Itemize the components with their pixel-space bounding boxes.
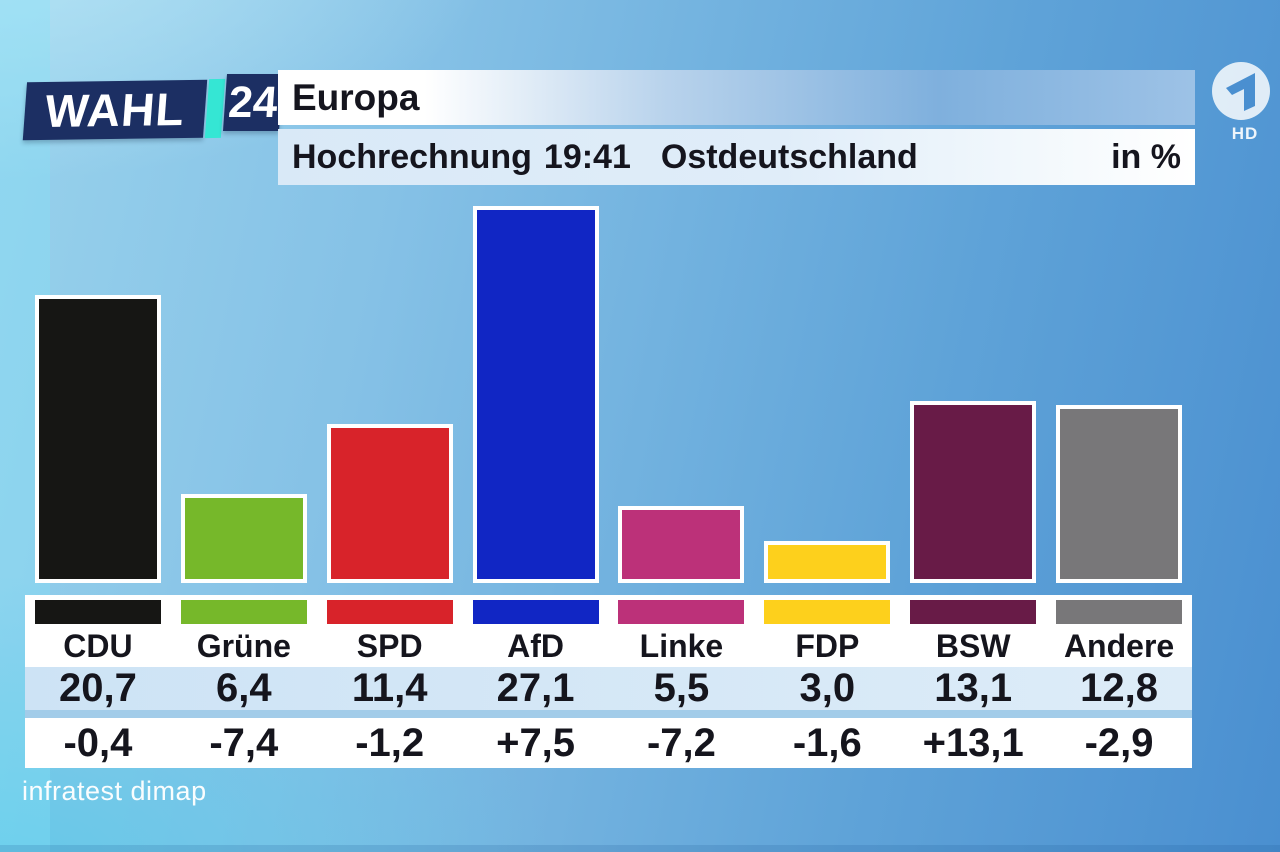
projection-label: Hochrechnung	[292, 137, 532, 176]
change-label-FDP: -1,6	[792, 720, 862, 765]
logo-year-text: 24	[226, 77, 280, 127]
hd-badge: HD	[1231, 124, 1259, 143]
bar-column-Grüne	[171, 160, 317, 583]
value-row: 20,7 6,4 11,4 27,1 5,5 3,0 13,1 12,8	[25, 666, 1192, 710]
legend-swatch-Grüne	[180, 599, 307, 624]
party-label-CDU: CDU	[63, 628, 133, 664]
party-label-AfD: AfD	[507, 628, 564, 664]
row-divider	[25, 710, 1192, 718]
party-label-FDP: FDP	[795, 628, 860, 664]
bar-column-FDP	[754, 160, 900, 583]
legend-swatch-SPD	[326, 599, 453, 624]
swatch-cell-Andere	[1046, 595, 1192, 625]
bar-column-BSW	[900, 160, 1046, 583]
swatch-cell-SPD	[317, 595, 463, 625]
source-credit: infratest dimap	[22, 776, 207, 806]
value-label-FDP: 3,0	[799, 666, 856, 710]
change-label-Linke: -7,2	[646, 720, 716, 765]
bar-AfD	[472, 206, 599, 583]
bar-column-AfD	[463, 160, 609, 583]
bar-Grüne	[180, 494, 307, 583]
bar-column-CDU	[25, 160, 171, 583]
change-label-SPD: -1,2	[355, 720, 425, 765]
bar-chart	[25, 160, 1192, 583]
subtitle-bar: Hochrechnung 19:41 Ostdeutschland in %	[278, 129, 1195, 185]
swatch-cell-FDP	[754, 595, 900, 625]
bar-SPD	[326, 424, 453, 583]
value-label-Grüne: 6,4	[216, 666, 272, 710]
logo-year-box: 24	[223, 74, 283, 131]
region-label: Ostdeutschland	[660, 137, 918, 176]
results-table: CDU Grüne SPD AfD Linke FDP BSW Andere 20,7 6,4 1…	[25, 595, 1192, 768]
value-label-AfD: 27,1	[496, 666, 575, 710]
title-bar: Europa	[278, 70, 1195, 125]
page-title: Europa	[292, 76, 420, 118]
wahl-logo-box: WAHL	[22, 79, 208, 141]
swatch-cell-BSW	[900, 595, 1046, 625]
value-label-CDU: 20,7	[59, 666, 137, 710]
party-name-row: CDU Grüne SPD AfD Linke FDP BSW Andere	[25, 625, 1192, 667]
bar-BSW	[910, 401, 1037, 583]
value-label-Linke: 5,5	[653, 666, 710, 710]
legend-swatch-Andere	[1056, 599, 1183, 624]
subtitle-left: Hochrechnung 19:41 Ostdeutschland	[292, 138, 918, 177]
change-label-BSW: +13,1	[922, 720, 1024, 765]
bottom-edge-shade	[0, 845, 1280, 852]
swatch-cell-CDU	[25, 595, 171, 625]
party-label-Grüne: Grüne	[196, 628, 291, 664]
bar-column-SPD	[317, 160, 463, 583]
legend-swatch-Linke	[618, 599, 745, 624]
wahl-logo-text: WAHL	[43, 83, 187, 137]
party-label-SPD: SPD	[356, 628, 423, 664]
legend-swatch-BSW	[910, 599, 1037, 624]
header-panel: Europa Hochrechnung 19:41 Ostdeutschland…	[278, 70, 1195, 185]
bar-CDU	[34, 295, 161, 583]
bar-FDP	[764, 541, 891, 583]
party-label-Andere: Andere	[1063, 628, 1175, 664]
swatch-row	[25, 595, 1192, 625]
value-label-SPD: 11,4	[351, 666, 428, 710]
change-label-Grüne: -7,4	[209, 720, 279, 765]
change-label-Andere: -2,9	[1084, 720, 1154, 765]
legend-swatch-AfD	[472, 599, 599, 624]
swatch-cell-Linke	[609, 595, 755, 625]
projection-time: 19:41	[543, 137, 631, 176]
value-label-BSW: 13,1	[934, 666, 1013, 710]
bar-Linke	[618, 506, 745, 583]
swatch-cell-Grüne	[171, 595, 317, 625]
swatch-cell-AfD	[463, 595, 609, 625]
legend-swatch-CDU	[34, 599, 161, 624]
broadcaster-logo: HD	[1211, 61, 1271, 144]
change-label-AfD: +7,5	[496, 720, 576, 765]
unit-label: in %	[1111, 137, 1181, 176]
ard-one-icon	[1212, 62, 1270, 120]
change-label-CDU: -0,4	[63, 720, 133, 765]
change-row: -0,4 -7,4 -1,2 +7,5 -7,2 -1,6 +13,1 -2,9	[25, 718, 1192, 768]
party-label-BSW: BSW	[935, 628, 1011, 664]
bar-Andere	[1056, 405, 1183, 583]
value-label-Andere: 12,8	[1080, 666, 1158, 710]
legend-swatch-FDP	[764, 599, 891, 624]
bar-column-Andere	[1046, 160, 1192, 583]
party-label-Linke: Linke	[639, 628, 724, 664]
bar-column-Linke	[609, 160, 755, 583]
